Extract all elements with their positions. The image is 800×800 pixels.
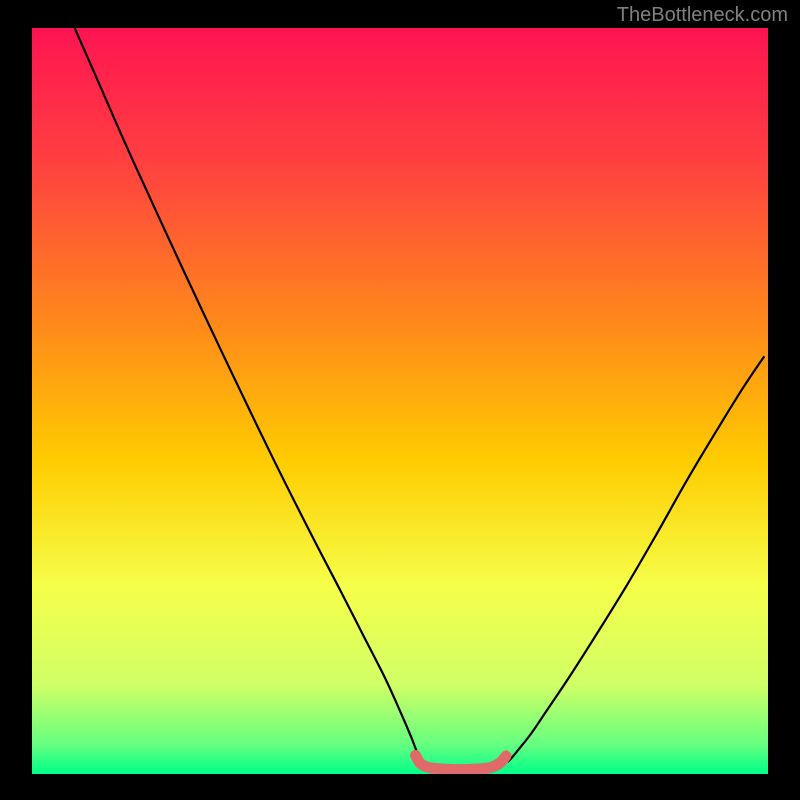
chart-svg bbox=[32, 28, 768, 774]
plot-area bbox=[32, 28, 768, 774]
watermark-text: TheBottleneck.com bbox=[617, 4, 788, 27]
gradient-background bbox=[32, 28, 768, 774]
chart-container: TheBottleneck.com bbox=[0, 0, 800, 800]
